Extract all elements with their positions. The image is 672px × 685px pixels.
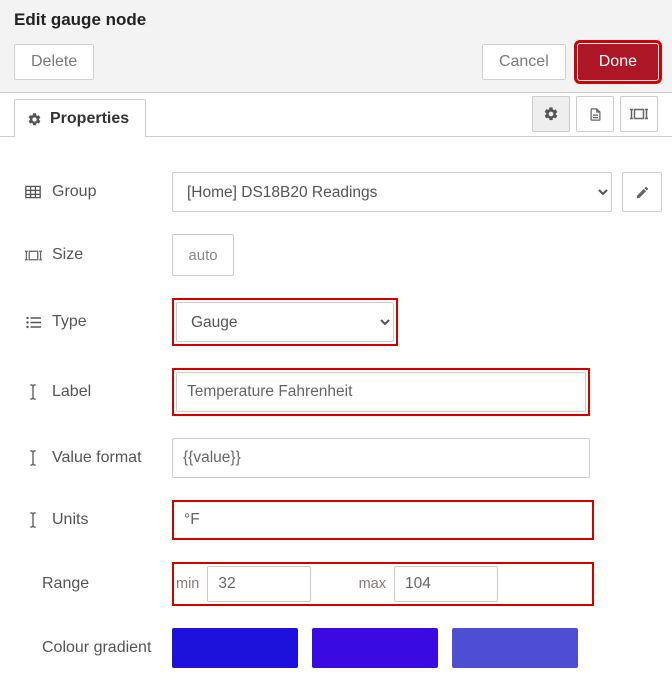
- row-range: Range min max: [24, 562, 652, 606]
- delete-button[interactable]: Delete: [14, 44, 94, 80]
- row-value-format: Value format: [24, 438, 652, 478]
- grid-icon: [24, 185, 42, 199]
- node-appearance-button[interactable]: [620, 96, 658, 132]
- gear-icon: [27, 112, 42, 127]
- list-icon: [24, 316, 42, 329]
- text-cursor-icon: [24, 384, 42, 400]
- row-label: Label: [24, 368, 652, 416]
- colour-swatch-2[interactable]: [452, 628, 578, 668]
- done-button[interactable]: Done: [578, 44, 658, 80]
- dialog-header: Edit gauge node Delete Cancel Done: [0, 0, 672, 93]
- units-input[interactable]: [174, 502, 592, 538]
- row-group: Group [Home] DS18B20 Readings: [24, 172, 652, 212]
- row-units: Units: [24, 500, 652, 540]
- label-input[interactable]: [176, 372, 586, 412]
- row-size: Size auto: [24, 234, 652, 276]
- colour-swatch-0[interactable]: [172, 628, 298, 668]
- node-docs-button[interactable]: [576, 96, 614, 132]
- tab-bar: Properties: [0, 93, 672, 137]
- range-min-label: min: [176, 576, 199, 592]
- units-label: Units: [52, 511, 88, 529]
- document-icon: [588, 106, 603, 123]
- value-format-input[interactable]: [172, 438, 590, 478]
- group-label: Group: [52, 183, 96, 201]
- range-max-input[interactable]: [394, 566, 498, 602]
- node-settings-button[interactable]: [532, 96, 570, 132]
- layout-icon: [630, 106, 648, 122]
- value-format-label: Value format: [52, 449, 142, 467]
- pencil-icon: [635, 185, 650, 200]
- size-icon: [24, 248, 42, 263]
- type-select[interactable]: Gauge: [176, 302, 394, 342]
- text-cursor-icon: [24, 512, 42, 528]
- colour-gradient-label: Colour gradient: [42, 639, 151, 657]
- dialog-title: Edit gauge node: [14, 10, 658, 30]
- type-label: Type: [52, 313, 87, 331]
- tab-properties[interactable]: Properties: [14, 99, 146, 137]
- range-label: Range: [42, 575, 89, 593]
- size-value[interactable]: auto: [172, 234, 234, 276]
- cancel-button[interactable]: Cancel: [482, 44, 566, 80]
- properties-form: Group [Home] DS18B20 Readings Size auto: [0, 148, 672, 685]
- row-colour-gradient: Colour gradient: [24, 628, 652, 668]
- range-max-label: max: [359, 576, 386, 592]
- group-select[interactable]: [Home] DS18B20 Readings: [172, 172, 612, 212]
- row-type: Type Gauge: [24, 298, 652, 346]
- gear-icon: [543, 106, 559, 122]
- tab-properties-label: Properties: [50, 110, 129, 128]
- range-min-input[interactable]: [207, 566, 311, 602]
- action-row: Delete Cancel Done: [14, 44, 658, 80]
- label-label: Label: [52, 383, 91, 401]
- text-cursor-icon: [24, 450, 42, 466]
- edit-group-button[interactable]: [622, 172, 662, 212]
- colour-swatch-1[interactable]: [312, 628, 438, 668]
- size-label: Size: [52, 246, 83, 264]
